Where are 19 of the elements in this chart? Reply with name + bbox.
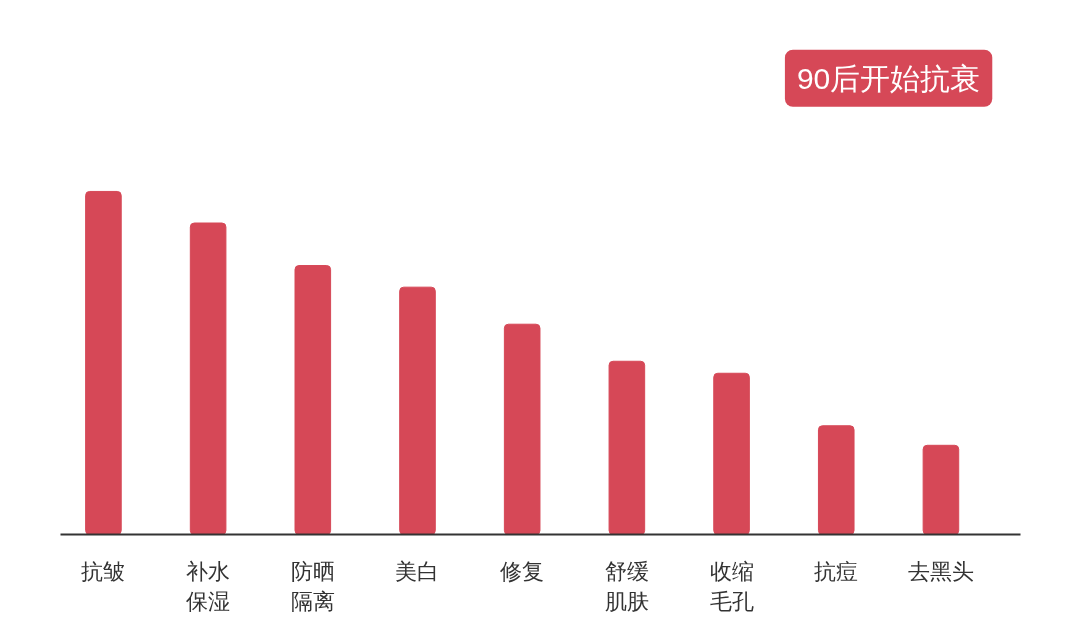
bar <box>189 222 227 535</box>
bar <box>922 444 960 535</box>
x-tick-label: 修复 <box>500 558 545 584</box>
bar <box>503 323 541 535</box>
x-tick-label: 美白 <box>395 558 440 584</box>
bar <box>399 286 436 535</box>
chart-title: 90后开始抗衰 <box>796 61 981 95</box>
x-tick-label: 防晒隔离 <box>290 558 335 614</box>
x-tick-label: 去黑头 <box>907 558 974 584</box>
x-tick-label: 收缩毛孔 <box>709 558 754 614</box>
bar <box>817 425 855 535</box>
bar <box>608 360 646 535</box>
x-tick-label: 抗皱 <box>81 558 126 584</box>
x-tick-label: 抗痘 <box>814 558 859 584</box>
bar <box>294 265 332 535</box>
bar <box>713 372 750 535</box>
x-tick-label: 舒缓肌肤 <box>604 558 649 614</box>
x-tick-label: 补水保湿 <box>186 558 231 614</box>
bar <box>85 190 122 535</box>
